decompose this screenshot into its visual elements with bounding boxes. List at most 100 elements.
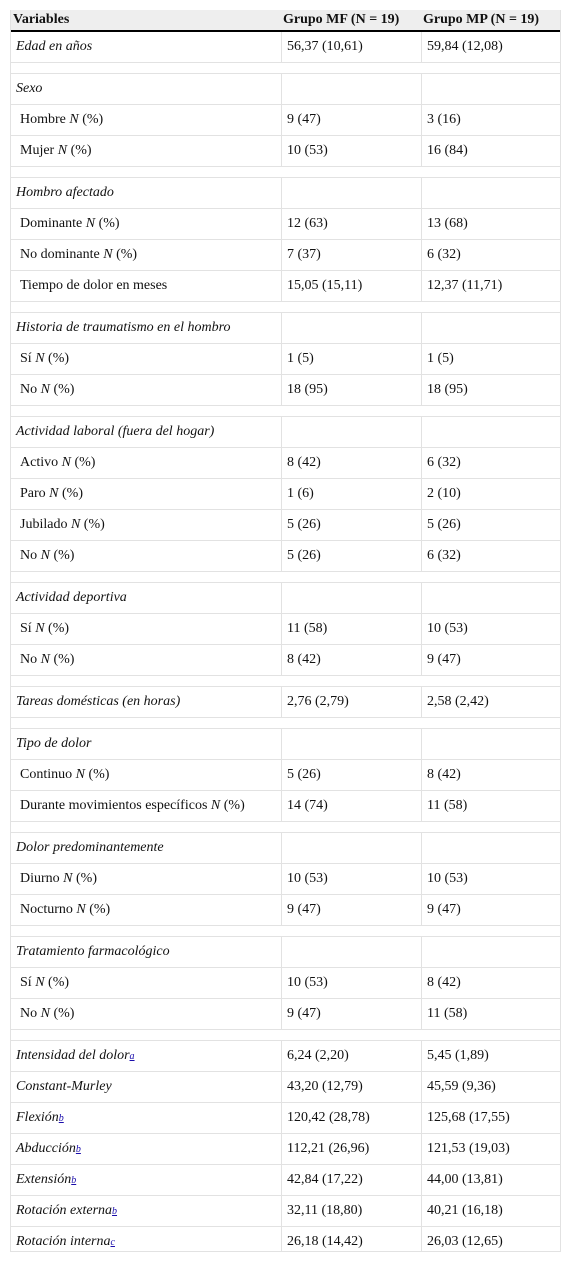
row-label: No N (%) <box>20 382 75 397</box>
label-cell: Dominante N (%) <box>11 209 281 239</box>
mp-value: 26,03 (12,65) <box>421 1227 560 1251</box>
data-row: Sí N (%) 1 (5) 1 (5) <box>11 344 560 375</box>
mf-value: 32,11 (18,80) <box>281 1196 421 1226</box>
row-label: Mujer N (%) <box>20 143 92 158</box>
section-row: Sexo <box>11 74 560 105</box>
section-title: Historia de traumatismo en el hombro <box>16 320 231 335</box>
label-cell: Nocturno N (%) <box>11 895 281 925</box>
data-row: Activo N (%) 8 (42) 6 (32) <box>11 448 560 479</box>
mp-value: 1 (5) <box>421 344 560 374</box>
section-row: Actividad laboral (fuera del hogar) <box>11 417 560 448</box>
label-cell: No N (%) <box>11 999 281 1029</box>
label-cell: Paro N (%) <box>11 479 281 509</box>
mp-value: 44,00 (13,81) <box>421 1165 560 1195</box>
row-label: Durante movimientos específicos N (%) <box>20 798 245 813</box>
section-title: Actividad deportiva <box>16 590 127 605</box>
footnote-ref[interactable]: b <box>75 1143 81 1155</box>
row-label: Constant-Murley <box>16 1079 112 1094</box>
empty-cell <box>421 833 560 863</box>
mf-value: 8 (42) <box>281 448 421 478</box>
mp-value: 45,59 (9,36) <box>421 1072 560 1102</box>
mf-value: 14 (74) <box>281 791 421 821</box>
row-label: No N (%) <box>20 1006 75 1021</box>
mp-value: 3 (16) <box>421 105 560 135</box>
spacer-row <box>11 718 560 729</box>
mf-value: 1 (5) <box>281 344 421 374</box>
row-label: Diurno N (%) <box>20 871 98 886</box>
mf-value: 5 (26) <box>281 541 421 571</box>
data-row: Sí N (%) 10 (53) 8 (42) <box>11 968 560 999</box>
label-cell: Sí N (%) <box>11 968 281 998</box>
empty-cell <box>281 937 421 967</box>
mp-value: 8 (42) <box>421 760 560 790</box>
label-cell: Intensidad del dolor a <box>11 1041 281 1071</box>
mp-value: 9 (47) <box>421 895 560 925</box>
mf-value: 18 (95) <box>281 375 421 405</box>
mp-value: 8 (42) <box>421 968 560 998</box>
row-label: Extensión <box>16 1172 72 1187</box>
row-label: Sí N (%) <box>20 621 70 636</box>
label-cell: No dominante N (%) <box>11 240 281 270</box>
mf-value: 42,84 (17,22) <box>281 1165 421 1195</box>
spacer-row <box>11 926 560 937</box>
mp-value: 6 (32) <box>421 541 560 571</box>
section-row: Hombro afectado <box>11 178 560 209</box>
footnote-ref[interactable]: b <box>112 1205 118 1217</box>
mp-value: 121,53 (19,03) <box>421 1134 560 1164</box>
mf-value: 5 (26) <box>281 510 421 540</box>
footnote-ref[interactable]: b <box>71 1174 77 1186</box>
section-title: Hombro afectado <box>16 185 114 200</box>
header-cell: Variables <box>13 12 70 27</box>
row-label: Sí N (%) <box>20 351 70 366</box>
label-cell: Constant-Murley <box>11 1072 281 1102</box>
empty-cell <box>421 313 560 343</box>
spacer-row <box>11 676 560 687</box>
row-label: No N (%) <box>20 548 75 563</box>
row-label: Tiempo de dolor en meses <box>20 278 168 293</box>
footnote-ref[interactable]: c <box>110 1236 115 1248</box>
row-label: Paro N (%) <box>20 486 84 501</box>
label-cell: Flexión b <box>11 1103 281 1133</box>
mf-value: 10 (53) <box>281 968 421 998</box>
empty-cell <box>421 729 560 759</box>
section-row: Tipo de dolor <box>11 729 560 760</box>
spacer-row <box>11 406 560 417</box>
spacer-row <box>11 572 560 583</box>
mf-value: 2,76 (2,79) <box>281 687 421 717</box>
spacer-row <box>11 822 560 833</box>
label-cell: Diurno N (%) <box>11 864 281 894</box>
data-row: Flexión b 120,42 (28,78) 125,68 (17,55) <box>11 1103 560 1134</box>
footnote-ref[interactable]: a <box>129 1050 135 1062</box>
mp-value: 40,21 (16,18) <box>421 1196 560 1226</box>
row-label: Activo N (%) <box>20 455 96 470</box>
mf-value: 56,37 (10,61) <box>281 32 421 62</box>
empty-cell <box>281 417 421 447</box>
label-cell: Hombre N (%) <box>11 105 281 135</box>
row-label: Jubilado N (%) <box>20 517 105 532</box>
section-row: Actividad deportiva <box>11 583 560 614</box>
mp-value: 125,68 (17,55) <box>421 1103 560 1133</box>
mf-value: 9 (47) <box>281 105 421 135</box>
mp-value: 10 (53) <box>421 614 560 644</box>
section-title: Tipo de dolor <box>16 736 92 751</box>
row-label: Tareas domésticas (en horas) <box>16 694 181 709</box>
mf-value: 7 (37) <box>281 240 421 270</box>
row-label: Rotación externa <box>16 1203 113 1218</box>
label-cell: Continuo N (%) <box>11 760 281 790</box>
mf-value: 15,05 (15,11) <box>281 271 421 301</box>
spacer-row <box>11 63 560 74</box>
row-label: Rotación interna <box>16 1234 111 1249</box>
mp-value: 6 (32) <box>421 240 560 270</box>
label-cell: Rotación interna c <box>11 1227 281 1251</box>
data-row: Tareas domésticas (en horas) 2,76 (2,79) 2… <box>11 687 560 718</box>
mf-value: 43,20 (12,79) <box>281 1072 421 1102</box>
empty-cell <box>421 74 560 104</box>
label-cell: Sí N (%) <box>11 344 281 374</box>
section-title: Dolor predominantemente <box>16 840 164 855</box>
empty-cell <box>281 833 421 863</box>
mp-value: 12,37 (11,71) <box>421 271 560 301</box>
row-label: Sí N (%) <box>20 975 70 990</box>
label-cell: Sí N (%) <box>11 614 281 644</box>
label-cell: No N (%) <box>11 375 281 405</box>
footnote-ref[interactable]: b <box>58 1112 64 1124</box>
